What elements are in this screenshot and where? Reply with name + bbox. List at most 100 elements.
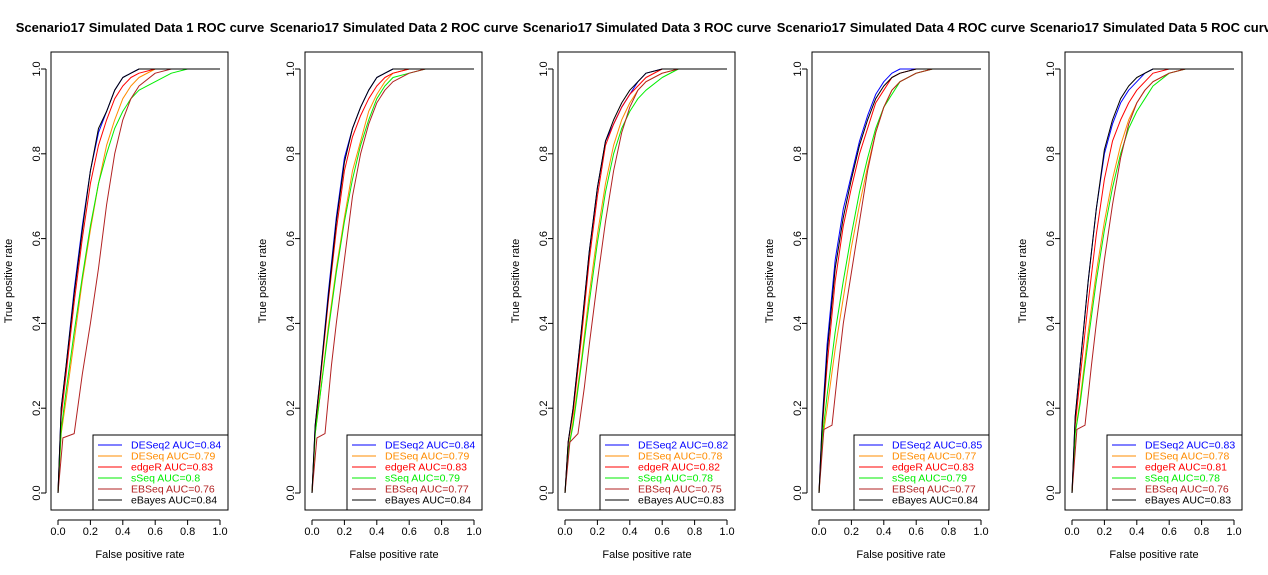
legend-entry: eBayes AUC=0.83 [1145, 495, 1231, 507]
legend-entry: DESeq2 AUC=0.84 [385, 440, 475, 452]
y-tick-label: 1.0 [285, 61, 297, 76]
roc-line-sseq [1071, 68, 1234, 494]
legend-entry: EBSeq AUC=0.77 [892, 484, 976, 496]
roc-panel-5: Scenario17 Simulated Data 5 ROC curve 0.0… [1017, 20, 1268, 561]
y-tick-label: 0.0 [285, 485, 297, 500]
legend-entry: DESeq2 AUC=0.85 [892, 440, 982, 452]
x-tick-label: 1.0 [719, 526, 734, 538]
y-tick-label: 0.4 [792, 316, 804, 331]
legend-box [853, 434, 990, 511]
legend-entry: EBSeq AUC=0.77 [385, 484, 469, 496]
x-tick-label: 1.0 [973, 526, 988, 538]
legend-entry: DESeq2 AUC=0.82 [638, 440, 728, 452]
legend-entry: eBayes AUC=0.83 [638, 495, 724, 507]
legend-box [346, 434, 483, 511]
x-tick-label: 1.0 [1226, 526, 1241, 538]
x-tick-label: 0.4 [1129, 526, 1144, 538]
x-tick-label: 0.2 [844, 526, 859, 538]
roc-panel-1: Scenario17 Simulated Data 1 ROC curve 0.0… [3, 20, 264, 561]
legend-entry: DESeq AUC=0.78 [638, 451, 723, 463]
y-tick-label: 0.4 [31, 316, 43, 331]
roc-line-deseq [57, 68, 220, 494]
y-tick-label: 0.2 [538, 401, 550, 416]
y-axis-label: True positive rate [764, 239, 776, 324]
y-tick-label: 0.6 [285, 231, 297, 246]
x-tick-label: 0.6 [655, 526, 670, 538]
x-tick-label: 0.4 [115, 526, 130, 538]
x-axis-label: False positive rate [856, 549, 945, 561]
x-tick-label: 0.0 [557, 526, 572, 538]
y-tick-label: 1.0 [31, 61, 43, 76]
roc-line-deseq [564, 68, 727, 494]
roc-line-ebseq [57, 68, 220, 494]
x-tick-label: 0.0 [811, 526, 826, 538]
x-axis-label: False positive rate [602, 549, 691, 561]
y-tick-label: 0.8 [1045, 146, 1057, 161]
x-tick-label: 0.0 [1064, 526, 1079, 538]
x-tick-label: 0.0 [50, 526, 65, 538]
x-tick-label: 0.0 [304, 526, 319, 538]
legend-entry: EBSeq AUC=0.76 [131, 484, 215, 496]
roc-panel-4: Scenario17 Simulated Data 4 ROC curve 0.0… [764, 20, 1025, 561]
y-tick-label: 1.0 [538, 61, 550, 76]
chart-title: Scenario17 Simulated Data 5 ROC curve [1030, 20, 1268, 35]
y-tick-label: 0.4 [1045, 316, 1057, 331]
legend-entry: sSeq AUC=0.78 [1145, 473, 1220, 485]
roc-line-ebseq [818, 68, 981, 494]
x-tick-label: 0.6 [402, 526, 417, 538]
legend-entry: DESeq AUC=0.78 [1145, 451, 1230, 463]
roc-line-edger [564, 68, 727, 494]
x-tick-label: 0.4 [622, 526, 637, 538]
x-tick-label: 0.6 [1162, 526, 1177, 538]
chart-title: Scenario17 Simulated Data 1 ROC curve [16, 20, 265, 35]
roc-line-sseq [818, 68, 981, 494]
legend-entry: EBSeq AUC=0.75 [638, 484, 722, 496]
legend-entry: edgeR AUC=0.83 [131, 462, 213, 474]
roc-line-ebseq [1071, 68, 1234, 494]
roc-line-deseq2 [818, 68, 981, 494]
y-tick-label: 0.2 [285, 401, 297, 416]
x-axis-label: False positive rate [349, 549, 438, 561]
roc-line-ebayes [1071, 68, 1234, 494]
x-tick-label: 0.6 [148, 526, 163, 538]
legend-entry: DESeq AUC=0.79 [131, 451, 216, 463]
chart-title: Scenario17 Simulated Data 4 ROC curve [777, 20, 1026, 35]
y-axis-label: True positive rate [1017, 239, 1029, 324]
y-tick-label: 1.0 [1045, 61, 1057, 76]
roc-line-edger [1071, 68, 1234, 494]
x-tick-label: 0.6 [909, 526, 924, 538]
legend-entry: sSeq AUC=0.79 [385, 473, 460, 485]
x-tick-label: 0.2 [337, 526, 352, 538]
y-tick-label: 0.8 [31, 146, 43, 161]
y-tick-label: 0.8 [538, 146, 550, 161]
x-tick-label: 1.0 [466, 526, 481, 538]
legend-entry: sSeq AUC=0.78 [638, 473, 713, 485]
legend-entry: edgeR AUC=0.83 [892, 462, 974, 474]
x-tick-label: 0.2 [590, 526, 605, 538]
y-tick-label: 0.8 [285, 146, 297, 161]
roc-panel-2: Scenario17 Simulated Data 2 ROC curve 0.0… [257, 20, 518, 561]
x-tick-label: 0.8 [434, 526, 449, 538]
y-tick-label: 0.0 [1045, 485, 1057, 500]
y-tick-label: 0.0 [31, 485, 43, 500]
roc-line-ebayes [564, 68, 727, 494]
roc-line-edger [311, 68, 474, 494]
roc-line-ebayes [57, 68, 220, 494]
roc-line-sseq [311, 68, 474, 494]
legend-entry: EBSeq AUC=0.76 [1145, 484, 1229, 496]
x-tick-label: 0.4 [876, 526, 891, 538]
y-tick-label: 0.6 [792, 231, 804, 246]
y-tick-label: 0.2 [792, 401, 804, 416]
y-axis-label: True positive rate [3, 239, 15, 324]
roc-line-ebayes [311, 68, 474, 494]
roc-line-ebseq [311, 68, 474, 494]
legend-entry: eBayes AUC=0.84 [892, 495, 978, 507]
x-axis-label: False positive rate [1109, 549, 1198, 561]
roc-line-ebayes [818, 68, 981, 494]
x-tick-label: 0.8 [941, 526, 956, 538]
y-tick-label: 0.6 [1045, 231, 1057, 246]
